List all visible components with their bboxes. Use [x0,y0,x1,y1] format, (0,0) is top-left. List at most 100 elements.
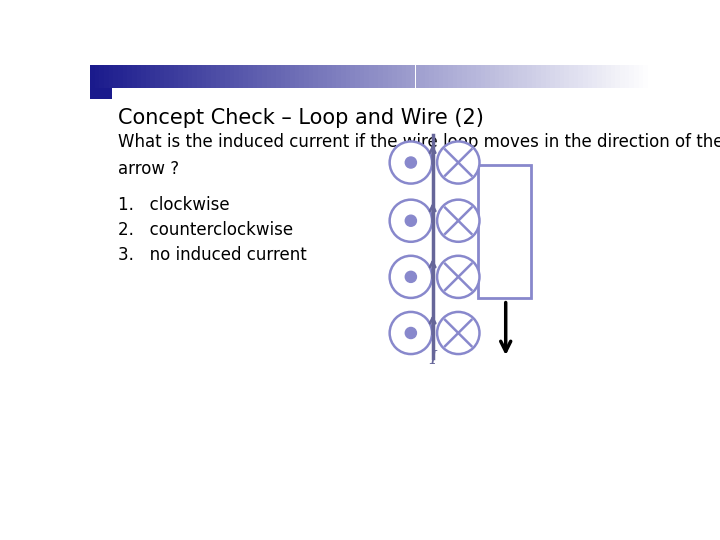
Bar [387,65,392,87]
Bar [402,65,406,87]
Bar [490,65,495,87]
Bar [313,65,318,87]
Bar [644,65,648,87]
Bar [211,65,215,87]
Bar [276,65,281,87]
Bar [478,165,531,298]
Bar [425,65,429,87]
Bar [179,65,183,87]
Bar [327,65,332,87]
Bar [467,65,472,87]
Bar [583,65,588,87]
Bar [230,65,234,87]
Bar [597,65,601,87]
Bar [225,65,230,87]
Bar [457,65,462,87]
Text: Concept Check – Loop and Wire (2): Concept Check – Loop and Wire (2) [118,109,484,129]
Bar [532,65,536,87]
Bar [174,65,179,87]
Bar [518,65,523,87]
Ellipse shape [405,157,416,168]
Bar [415,65,420,87]
Bar [155,65,160,87]
Bar [434,65,438,87]
Bar [127,65,132,87]
Bar [145,65,150,87]
Bar [351,65,355,87]
Bar [118,65,122,87]
Bar [383,65,387,87]
Bar [564,65,569,87]
Bar [495,65,499,87]
Ellipse shape [405,327,416,339]
Bar [406,65,411,87]
Ellipse shape [437,256,480,298]
Bar [104,65,109,87]
Bar [266,65,271,87]
Bar [215,65,220,87]
Text: I: I [429,350,436,368]
Bar [90,87,112,99]
Text: What is the induced current if the wire loop moves in the direction of the
arrow: What is the induced current if the wire … [118,133,720,178]
Bar [485,65,490,87]
Bar [122,65,127,87]
Bar [378,65,383,87]
Bar [374,65,378,87]
Bar [109,65,113,87]
Bar [336,65,341,87]
Bar [141,65,145,87]
Bar [411,65,415,87]
Bar [248,65,253,87]
Bar [169,65,174,87]
Bar [355,65,360,87]
Ellipse shape [437,141,480,184]
Bar [397,65,402,87]
Bar [392,65,397,87]
Bar [593,65,597,87]
Bar [285,65,290,87]
Ellipse shape [390,200,432,242]
Bar [369,65,374,87]
Bar [197,65,202,87]
Bar [281,65,285,87]
Bar [601,65,606,87]
Bar [462,65,467,87]
Bar [504,65,508,87]
Bar [606,65,611,87]
Bar [588,65,592,87]
Bar [555,65,559,87]
Bar [541,65,546,87]
Bar [634,65,639,87]
Bar [188,65,192,87]
Ellipse shape [437,200,480,242]
Bar [90,65,94,87]
Text: 2.   counterclockwise: 2. counterclockwise [118,221,293,239]
Bar [620,65,625,87]
Bar [444,65,448,87]
Ellipse shape [390,312,432,354]
Bar [536,65,541,87]
Bar [160,65,164,87]
Ellipse shape [405,271,416,282]
Bar [629,65,634,87]
Bar [448,65,453,87]
Bar [578,65,583,87]
Bar [94,65,99,87]
Bar [258,65,262,87]
Ellipse shape [390,256,432,298]
Bar [420,65,425,87]
Ellipse shape [437,312,480,354]
Bar [499,65,504,87]
Bar [616,65,620,87]
Ellipse shape [405,215,416,226]
Bar [137,65,141,87]
Bar [625,65,629,87]
Bar [429,65,434,87]
Bar [332,65,336,87]
Bar [164,65,169,87]
Bar [513,65,518,87]
Bar [243,65,248,87]
Bar [360,65,364,87]
Bar [271,65,276,87]
Bar [318,65,323,87]
